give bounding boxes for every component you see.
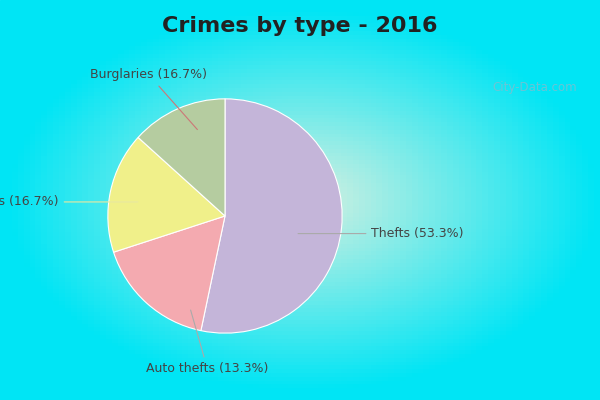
Wedge shape [113,216,225,331]
Text: Crimes by type - 2016: Crimes by type - 2016 [162,16,438,36]
Text: Assaults (16.7%): Assaults (16.7%) [0,196,138,208]
Wedge shape [201,99,342,333]
Text: City-Data.com: City-Data.com [492,82,577,94]
Text: Thefts (53.3%): Thefts (53.3%) [298,227,464,240]
Text: Auto thefts (13.3%): Auto thefts (13.3%) [146,310,269,376]
Text: Burglaries (16.7%): Burglaries (16.7%) [91,68,208,130]
Wedge shape [138,99,225,216]
Wedge shape [108,138,225,252]
